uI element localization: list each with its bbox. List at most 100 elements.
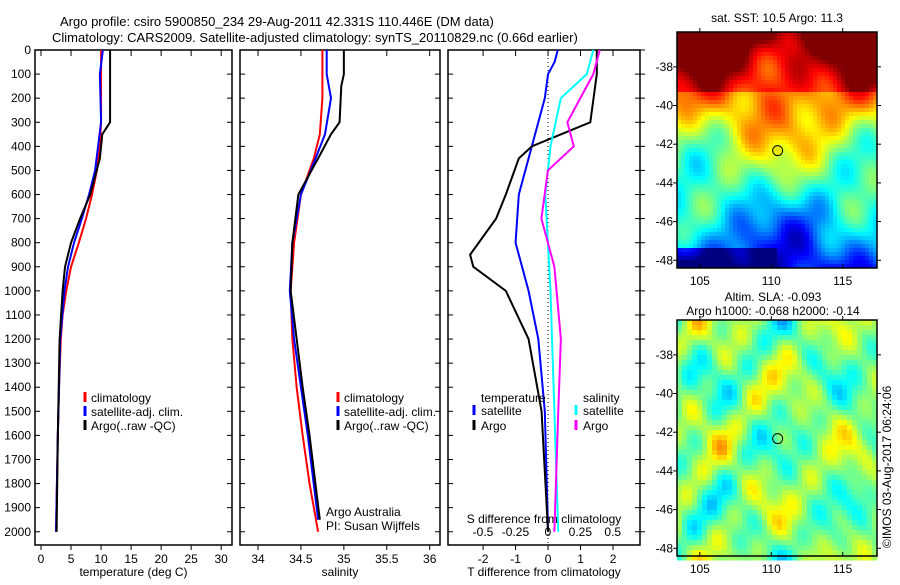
heatmap-cell — [733, 156, 738, 161]
heatmap-cell — [785, 144, 790, 149]
heatmap-cell — [853, 128, 858, 133]
heatmap-cell — [725, 184, 730, 189]
heatmap-cell — [837, 204, 842, 209]
heatmap-cell — [833, 92, 838, 97]
heatmap-cell — [737, 244, 742, 249]
heatmap-cell — [789, 108, 794, 113]
heatmap-cell — [857, 475, 863, 481]
heatmap-cell — [762, 360, 768, 366]
heatmap-cell — [833, 220, 838, 225]
heatmap-cell — [737, 525, 743, 531]
heatmap-cell — [827, 330, 833, 336]
heatmap-cell — [709, 84, 714, 89]
heatmap-cell — [737, 72, 742, 77]
heatmap-cell — [813, 184, 818, 189]
heatmap-cell — [809, 40, 814, 45]
heatmap-cell — [829, 152, 834, 157]
heatmap-cell — [857, 68, 862, 73]
heatmap-cell — [782, 405, 788, 411]
heatmap-cell — [852, 375, 858, 381]
heatmap-cell — [797, 445, 803, 451]
heatmap-cell — [773, 140, 778, 145]
heatmap-cell — [857, 256, 862, 261]
heatmap-cell — [702, 380, 708, 386]
heatmap-cell — [693, 220, 698, 225]
heatmap-cell — [757, 132, 762, 137]
heatmap-cell — [701, 176, 706, 181]
heatmap-cell — [747, 510, 753, 516]
heatmap-cell — [769, 52, 774, 57]
heatmap-cell — [752, 440, 758, 446]
heatmap-cell — [821, 168, 826, 173]
heatmap-cell — [857, 380, 863, 386]
heatmap-cell — [729, 176, 734, 181]
heatmap-cell — [869, 40, 874, 45]
heatmap-cell — [813, 208, 818, 213]
heatmap-cell — [697, 212, 702, 217]
heatmap-cell — [742, 505, 748, 511]
heatmap-cell — [681, 104, 686, 109]
heatmap-cell — [797, 180, 802, 185]
heatmap-cell — [832, 335, 838, 341]
heatmap-cell — [822, 445, 828, 451]
heatmap-cell — [777, 385, 783, 391]
heatmap-cell — [757, 470, 763, 476]
heatmap-cell — [807, 400, 813, 406]
heatmap-cell — [809, 84, 814, 89]
heatmap-cell — [817, 236, 822, 241]
heatmap-cell — [801, 76, 806, 81]
heatmap-cell — [865, 128, 870, 133]
heatmap-cell — [729, 140, 734, 145]
heatmap-cell — [822, 490, 828, 496]
heatmap-cell — [825, 96, 830, 101]
heatmap-cell — [741, 168, 746, 173]
heatmap-cell — [852, 395, 858, 401]
heatmap-cell — [797, 236, 802, 241]
heatmap-cell — [821, 140, 826, 145]
heatmap-cell — [809, 200, 814, 205]
heatmap-cell — [837, 485, 843, 491]
heatmap-cell — [729, 256, 734, 261]
heatmap-cell — [713, 128, 718, 133]
heatmap-cell — [777, 260, 782, 265]
heatmap-cell — [745, 40, 750, 45]
heatmap-cell — [697, 365, 703, 371]
heatmap-cell — [865, 152, 870, 157]
heatmap-cell — [707, 425, 713, 431]
heatmap-cell — [869, 160, 874, 165]
heatmap-cell — [842, 355, 848, 361]
heatmap-cell — [793, 116, 798, 121]
heatmap-cell — [707, 355, 713, 361]
heatmap-cell — [849, 72, 854, 77]
heatmap-cell — [792, 490, 798, 496]
heatmap-cell — [769, 72, 774, 77]
heatmap-cell — [767, 520, 773, 526]
heatmap-cell — [837, 325, 843, 331]
heatmap-cell — [757, 76, 762, 81]
heatmap-cell — [849, 52, 854, 57]
heatmap-cell — [802, 345, 808, 351]
heatmap-cell — [733, 244, 738, 249]
heatmap-cell — [837, 212, 842, 217]
heatmap-cell — [837, 164, 842, 169]
heatmap-cell — [741, 44, 746, 49]
heatmap-cell — [677, 405, 683, 411]
heatmap-cell — [727, 360, 733, 366]
heatmap-cell — [697, 108, 702, 113]
heatmap-cell — [782, 490, 788, 496]
heatmap-cell — [712, 370, 718, 376]
heatmap-cell — [805, 128, 810, 133]
heatmap-cell — [729, 204, 734, 209]
heatmap-cell — [812, 380, 818, 386]
heatmap-cell — [853, 60, 858, 65]
heatmap-cell — [797, 385, 803, 391]
heatmap-cell — [825, 220, 830, 225]
heatmap-cell — [767, 410, 773, 416]
heatmap-cell — [809, 52, 814, 57]
heatmap-cell — [733, 192, 738, 197]
heatmap-cell — [825, 180, 830, 185]
heatmap-cell — [837, 200, 842, 205]
heatmap-cell — [797, 152, 802, 157]
heatmap-cell — [747, 335, 753, 341]
heatmap-cell — [705, 116, 710, 121]
